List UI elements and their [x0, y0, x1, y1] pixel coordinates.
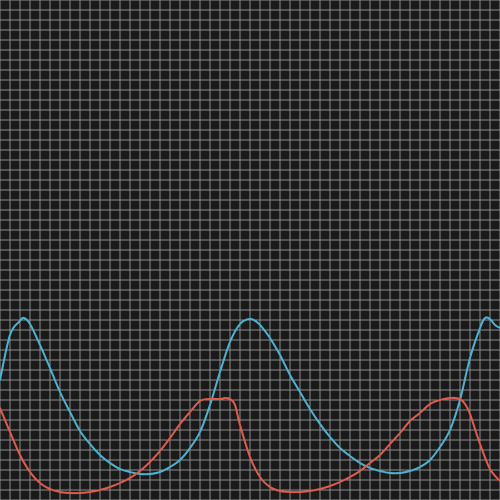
series-line-1 [0, 316, 500, 476]
series-line-2 [0, 396, 500, 495]
series-layer [0, 316, 500, 495]
